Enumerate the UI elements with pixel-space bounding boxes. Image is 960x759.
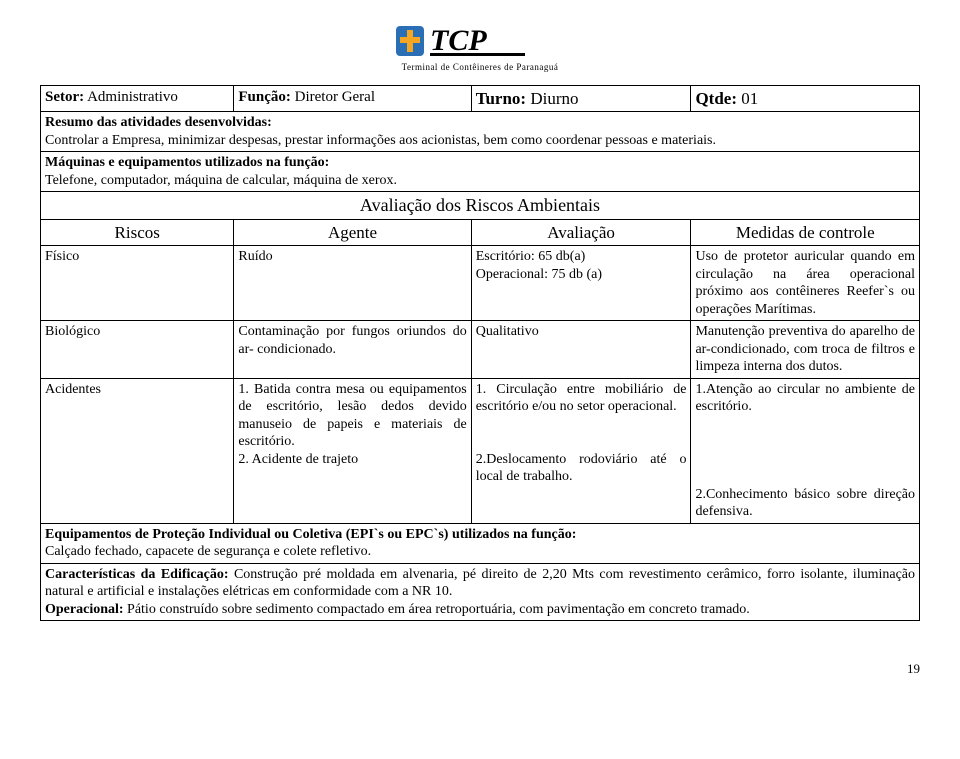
turno-value: Diurno — [526, 89, 578, 108]
agente-cell: Contaminação por fungos oriundos do ar- … — [234, 321, 471, 379]
column-headers-row: Riscos Agente Avaliação Medidas de contr… — [41, 219, 920, 245]
header-row: Setor: Administrativo Função: Diretor Ge… — [41, 86, 920, 112]
turno-label: Turno: — [476, 89, 526, 108]
col-agente: Agente — [234, 219, 471, 245]
funcao-label: Função: — [238, 89, 291, 105]
setor-label: Setor: — [45, 89, 84, 105]
caracteristicas-row: Características da Edificação: Construçã… — [41, 563, 920, 621]
epi-cell: Equipamentos de Proteção Individual ou C… — [41, 523, 920, 563]
medidas-cell: 1.Atenção ao circular no ambiente de esc… — [691, 378, 920, 523]
table-row: Biológico Contaminação por fungos oriund… — [41, 321, 920, 379]
operacional-label: Operacional: — [45, 602, 124, 617]
maquinas-row: Máquinas e equipamentos utilizados na fu… — [41, 152, 920, 192]
agente-cell: Ruído — [234, 246, 471, 321]
caracteristicas-cell: Características da Edificação: Construçã… — [41, 563, 920, 621]
logo-tagline: Terminal de Contêineres de Paranaguá — [390, 62, 570, 72]
avaliacao-cell: Qualitativo — [471, 321, 691, 379]
main-table: Setor: Administrativo Função: Diretor Ge… — [40, 85, 920, 621]
col-riscos: Riscos — [41, 219, 234, 245]
risco-cell: Acidentes — [41, 378, 234, 523]
tcp-logo: TCP Terminal de Contêineres de Paranaguá — [390, 20, 570, 72]
resumo-cell: Resumo das atividades desenvolvidas: Con… — [41, 112, 920, 152]
epi-row: Equipamentos de Proteção Individual ou C… — [41, 523, 920, 563]
setor-cell: Setor: Administrativo — [41, 86, 234, 112]
avaliacao-title: Avaliação dos Riscos Ambientais — [41, 192, 920, 220]
epi-label: Equipamentos de Proteção Individual ou C… — [45, 527, 576, 542]
table-row: Acidentes 1. Batida contra mesa ou equip… — [41, 378, 920, 523]
avaliacao-cell: Escritório: 65 db(a)Operacional: 75 db (… — [471, 246, 691, 321]
caracteristicas-label: Características da Edificação: — [45, 567, 229, 582]
turno-cell: Turno: Diurno — [471, 86, 691, 112]
qtde-label: Qtde: — [695, 89, 737, 108]
avaliacao-title-row: Avaliação dos Riscos Ambientais — [41, 192, 920, 220]
setor-value: Administrativo — [84, 89, 178, 105]
operacional-text: Pátio construído sobre sedimento compact… — [124, 602, 750, 617]
risco-cell: Físico — [41, 246, 234, 321]
col-medidas: Medidas de controle — [691, 219, 920, 245]
col-avaliacao: Avaliação — [471, 219, 691, 245]
medidas-cell: Manutenção preventiva do aparelho de ar-… — [691, 321, 920, 379]
funcao-value: Diretor Geral — [291, 89, 375, 105]
maquinas-cell: Máquinas e equipamentos utilizados na fu… — [41, 152, 920, 192]
qtde-cell: Qtde: 01 — [691, 86, 920, 112]
medidas-cell: Uso de protetor auricular quando em circ… — [691, 246, 920, 321]
epi-text: Calçado fechado, capacete de segurança e… — [45, 544, 371, 559]
agente-cell: 1. Batida contra mesa ou equipamentos de… — [234, 378, 471, 523]
resumo-label: Resumo das atividades desenvolvidas: — [45, 115, 272, 130]
avaliacao-cell: 1. Circulação entre mobiliário de escrit… — [471, 378, 691, 523]
risco-cell: Biológico — [41, 321, 234, 379]
resumo-text: Controlar a Empresa, minimizar despesas,… — [45, 133, 716, 148]
page-number: 19 — [40, 661, 920, 677]
logo-block: TCP Terminal de Contêineres de Paranaguá — [40, 20, 920, 75]
maquinas-text: Telefone, computador, máquina de calcula… — [45, 173, 397, 188]
qtde-value: 01 — [737, 89, 758, 108]
table-row: Físico Ruído Escritório: 65 db(a)Operaci… — [41, 246, 920, 321]
resumo-row: Resumo das atividades desenvolvidas: Con… — [41, 112, 920, 152]
funcao-cell: Função: Diretor Geral — [234, 86, 471, 112]
logo-text: TCP — [430, 24, 487, 57]
maquinas-label: Máquinas e equipamentos utilizados na fu… — [45, 155, 329, 170]
